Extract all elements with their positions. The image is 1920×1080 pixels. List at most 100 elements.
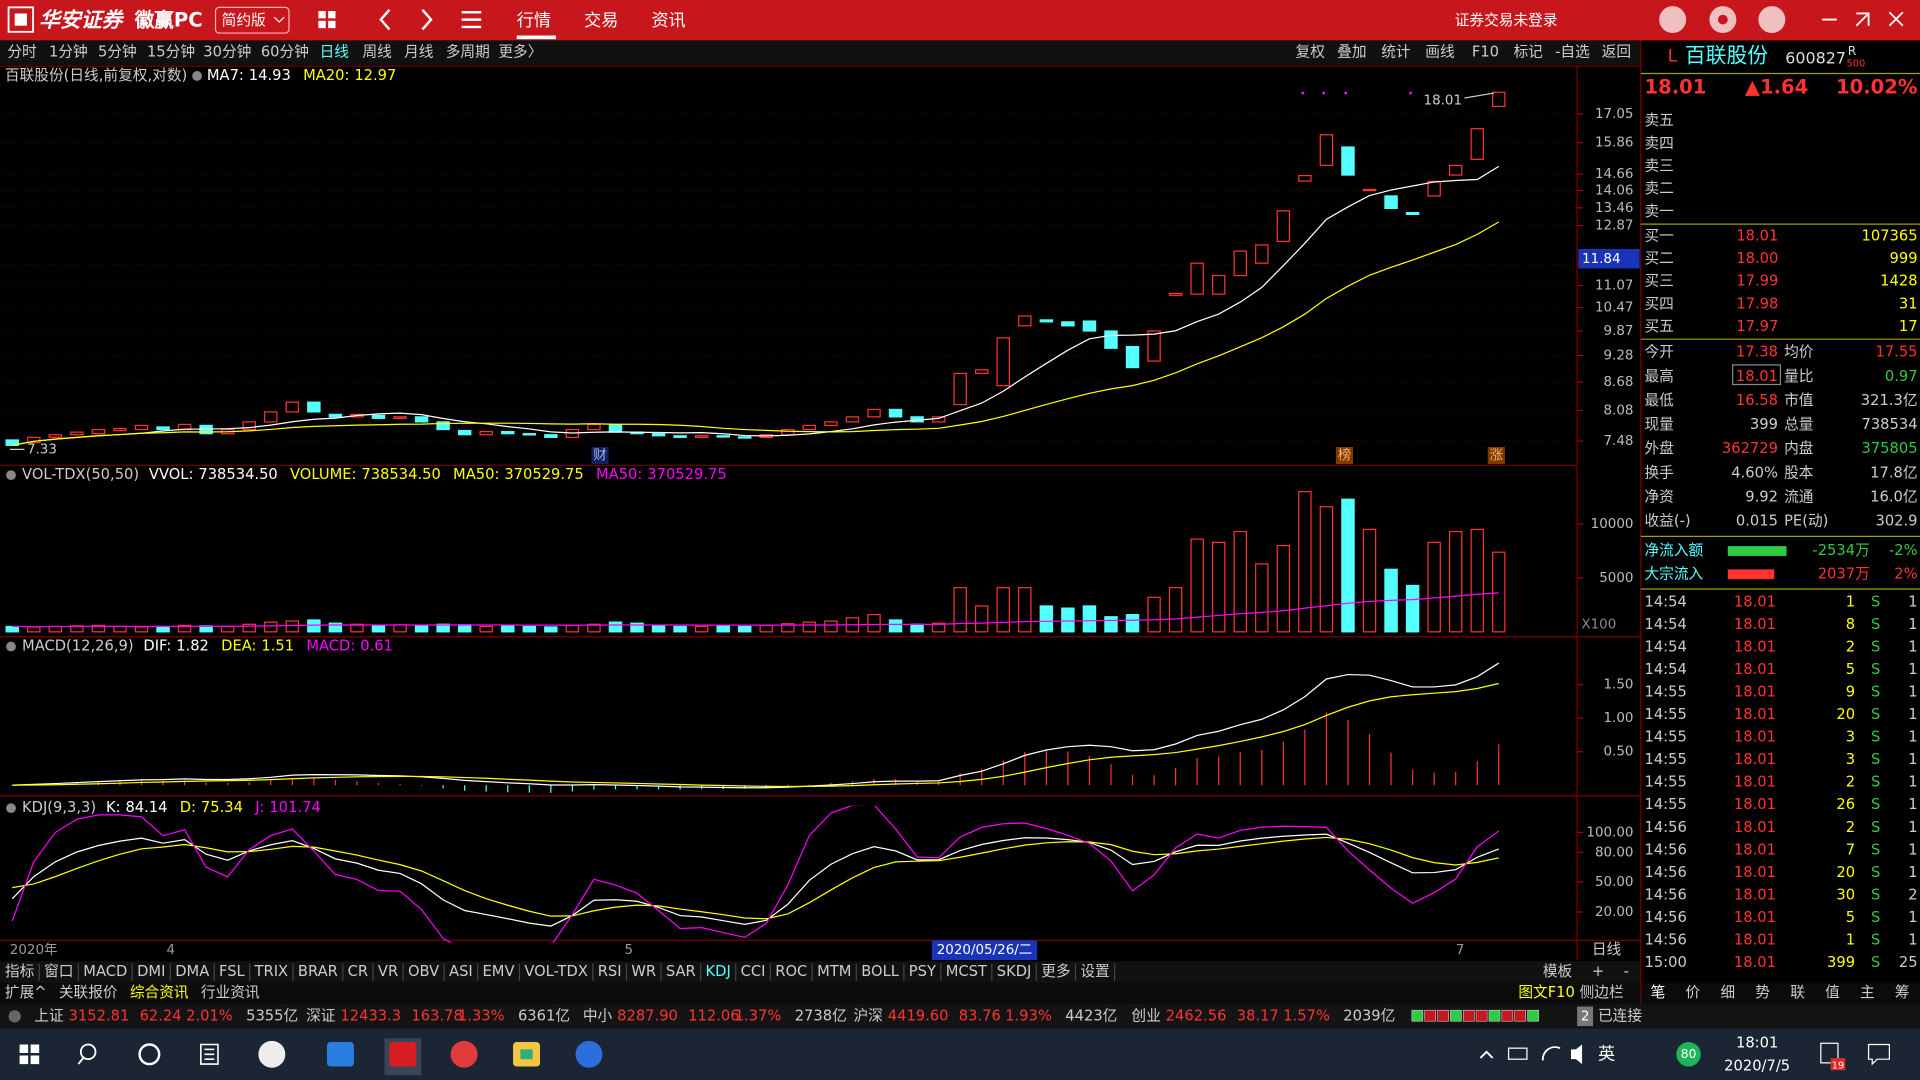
period-tab[interactable]: 1分钟 <box>49 44 88 61</box>
index-pct: 1.57% <box>1283 1007 1330 1024</box>
side-tab[interactable]: 主 <box>1860 984 1875 1001</box>
tick-count: 1 <box>1908 706 1917 723</box>
indicator-tab[interactable]: 设置 <box>1080 963 1109 980</box>
period-tab[interactable]: 多周期 <box>446 44 490 61</box>
chart-tool[interactable]: 复权 <box>1296 43 1326 61</box>
indicator-tab[interactable]: MCST <box>946 963 988 980</box>
indicator-tab[interactable]: CR <box>348 963 368 980</box>
indicator-tab[interactable]: KDJ <box>706 963 731 980</box>
indicator-tab[interactable]: FSL <box>219 963 246 980</box>
period-tab[interactable]: 5分钟 <box>98 44 137 61</box>
period-tab[interactable]: 分时 <box>7 44 37 61</box>
indicator-tab[interactable]: MACD <box>83 963 127 980</box>
indicator-tab[interactable]: BOLL <box>861 963 900 980</box>
indicator-tab[interactable]: MTM <box>817 963 851 980</box>
indicator-tab[interactable]: CCI <box>741 963 766 980</box>
side-tab[interactable]: 值 <box>1825 984 1840 1001</box>
candle <box>845 416 860 423</box>
legend-name: VVOL: <box>149 466 194 483</box>
indicator-tab[interactable]: WR <box>631 963 656 980</box>
mode-select[interactable] <box>214 6 290 34</box>
bottom-tab[interactable]: 行业资讯 <box>201 984 260 1001</box>
index-name: 创业 <box>1131 1007 1160 1024</box>
period-tab[interactable]: 周线 <box>362 44 392 61</box>
template-control[interactable]: + <box>1592 963 1604 980</box>
grid-icon[interactable] <box>318 11 336 29</box>
template-control[interactable]: - <box>1624 963 1629 980</box>
bottom-tab[interactable]: 扩展^ <box>5 984 47 1001</box>
nav-tab[interactable]: 行情 <box>517 11 551 31</box>
indicator-tab[interactable]: DMI <box>137 963 165 980</box>
side-tab[interactable]: 细 <box>1720 984 1735 1001</box>
nav-tab[interactable]: 交易 <box>584 11 618 31</box>
chart-tool[interactable]: 统计 <box>1381 44 1411 61</box>
j-line <box>11 805 1500 943</box>
tick-side: S <box>1871 886 1880 903</box>
indicator-tab[interactable]: VR <box>378 963 398 980</box>
ask-label: 卖二 <box>1644 180 1673 197</box>
flow-pct: 2% <box>1894 565 1917 582</box>
tick-count: 1 <box>1908 661 1917 678</box>
period-tab[interactable]: 60分钟 <box>261 44 309 61</box>
indicator-tab[interactable]: RSI <box>598 963 622 980</box>
y-tick-label: 17.05 <box>1595 107 1634 122</box>
indicator-tab[interactable]: EMV <box>483 963 515 980</box>
legend-value: 0.61 <box>360 638 393 655</box>
forward-button[interactable] <box>421 8 433 31</box>
indicator-tab[interactable]: PSY <box>909 963 936 980</box>
toolbar-icons[interactable] <box>1659 6 1786 34</box>
chart-tool[interactable]: -自选 <box>1555 44 1590 61</box>
indicator-tab[interactable]: BRAR <box>298 963 338 980</box>
side-tab[interactable]: 势 <box>1755 984 1770 1001</box>
chart-tool[interactable]: 画线 <box>1425 44 1455 61</box>
stock-badge: R <box>1848 44 1857 58</box>
indicator-tab[interactable]: ROC <box>775 963 807 980</box>
period-tab[interactable]: 月线 <box>404 44 434 61</box>
bottom-tab[interactable]: 综合资讯 <box>130 984 189 1001</box>
side-tab[interactable]: 价 <box>1686 984 1701 1001</box>
chart-tool[interactable]: 返回 <box>1602 44 1631 61</box>
window-controls[interactable] <box>1822 11 1904 27</box>
side-tab[interactable]: 笔 <box>1651 984 1666 1001</box>
period-tab[interactable]: 日线 <box>320 44 350 61</box>
signal-dot <box>1409 91 1413 95</box>
period-tab[interactable]: 30分钟 <box>203 44 251 61</box>
side-toggle[interactable]: 侧边栏 <box>1580 984 1624 1001</box>
chart-tool[interactable]: F10 <box>1472 44 1499 61</box>
indicator-tab[interactable]: SKDJ <box>997 963 1032 980</box>
volume-bar <box>307 619 321 633</box>
indicator-tab[interactable]: SAR <box>666 963 696 980</box>
side-tab[interactable]: 联 <box>1790 984 1805 1001</box>
indicator-tab[interactable]: DMA <box>175 963 209 980</box>
tick-time: 14:55 <box>1644 796 1686 813</box>
volume-bar <box>113 625 127 633</box>
candle <box>1298 174 1312 182</box>
candle <box>1405 211 1420 216</box>
back-button[interactable] <box>379 8 391 31</box>
volume-bar <box>716 625 730 633</box>
indicator-tab[interactable]: 更多 <box>1041 963 1070 980</box>
legend-value: 738534.50 <box>198 466 277 483</box>
side-tab[interactable]: 筹 <box>1895 984 1910 1001</box>
nav-tab[interactable]: 资讯 <box>651 11 685 31</box>
candle <box>587 423 601 431</box>
indicator-tab[interactable]: 指标 <box>5 963 35 980</box>
chart-tool[interactable]: 标记 <box>1513 44 1543 61</box>
side-toggle[interactable]: 图文F10 <box>1518 984 1575 1001</box>
indicator-tab[interactable]: VOL-TDX <box>524 963 588 980</box>
chart-tool[interactable]: 叠加 <box>1337 44 1366 61</box>
template-control[interactable]: 模板 <box>1543 962 1573 980</box>
logo-icon <box>14 13 27 26</box>
period-tab[interactable]: 15分钟 <box>147 44 195 61</box>
indicator-tab[interactable]: TRIX <box>254 963 289 980</box>
volume-bar <box>1190 538 1204 633</box>
candle <box>501 430 515 435</box>
bottom-tab[interactable]: 关联报价 <box>59 984 118 1001</box>
indicator-tab[interactable]: ASI <box>449 963 473 980</box>
period-tab[interactable]: 更多〉 <box>498 44 542 61</box>
menu-button[interactable] <box>461 11 482 29</box>
indicator-tab[interactable]: 窗口 <box>44 962 73 980</box>
stat-value: 302.9 <box>1875 513 1917 530</box>
indicator-tab[interactable]: OBV <box>408 963 439 980</box>
stat-value: 17.55 <box>1875 344 1917 361</box>
